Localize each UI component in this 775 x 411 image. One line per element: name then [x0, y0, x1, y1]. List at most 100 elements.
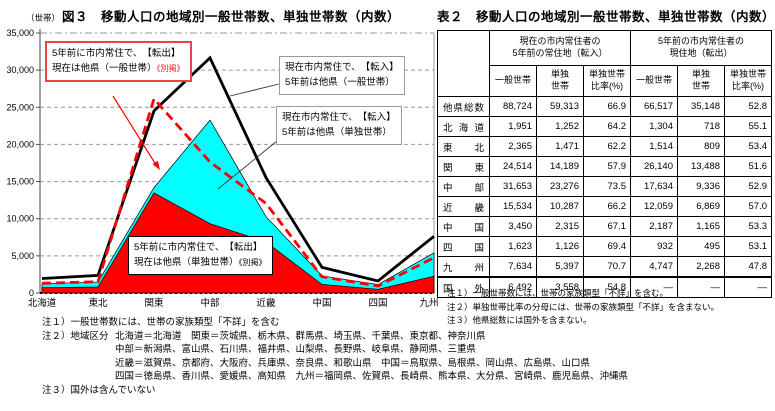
table-column-header: 一般世帯: [630, 65, 678, 97]
table-value-cell: ―: [630, 276, 678, 298]
region-label: 国外: [437, 276, 490, 298]
migration-table: 現在の市内常住者の 5年前の常住地（転入） 5年前の市内常住者の 現住地（転出）一…: [437, 30, 772, 298]
y-axis-tick-label: 30,000: [6, 65, 34, 75]
table-corner-cell: [437, 30, 490, 97]
figure-title: 図３ 移動人口の地域別一般世帯数、単独世帯数（内数）: [62, 10, 401, 24]
table-row: 中国 3,450 2,315 67.1 2,187 1,165 53.3: [437, 216, 772, 237]
figure-note-2-region-line: 四国＝徳島県、香川県、愛媛県、高知県 九州＝福岡県、佐賀県、長崎県、熊本県、大分…: [115, 371, 629, 382]
table-value-cell: 3,450: [489, 216, 537, 237]
y-axis-tick-label: 25,000: [6, 102, 34, 112]
table-value-cell: 69.4: [583, 236, 631, 257]
table-value-cell: 1,514: [630, 136, 678, 157]
leader-movein-general: [229, 83, 280, 97]
series-line-red: [41, 96, 435, 288]
table-row: 中部 31,653 23,276 73.5 17,634 9,336 52.9: [437, 176, 772, 197]
region-label: 関東: [437, 156, 490, 177]
leader-moveout-general: [112, 95, 159, 169]
table-title: 表２ 移動人口の地域別一般世帯数、単独世帯数（内数）: [437, 10, 775, 24]
table-row: 近畿 15,534 10,287 66.2 12,059 6,869 57.0: [437, 196, 772, 217]
y-axis-tick-label: 35,000: [6, 28, 34, 38]
table-value-cell: 809: [677, 136, 725, 157]
figure-note-2-regions: 中部＝新潟県、富山県、石川県、福井県、山梨県、長野県、岐阜県、静岡県、三重県近畿…: [42, 343, 772, 384]
annotation-line: 5年前に市内常住で、 【転出】: [52, 48, 181, 59]
table-row: 東北 2,365 1,471 62.2 1,514 809 53.4: [437, 136, 772, 157]
table-value-cell: 13,488: [677, 156, 725, 177]
x-axis-category-label: 近畿: [256, 297, 276, 309]
table-value-cell: 1,951: [489, 116, 537, 137]
table-row: 関東 24,514 14,189 57.9 26,140 13,488 51.6: [437, 156, 772, 177]
table-value-cell: 53.1: [724, 236, 772, 257]
table-value-cell: 53.4: [724, 136, 772, 157]
table-value-cell: 5,397: [536, 256, 584, 278]
annotation-line: 現在は他県（単独世帯）《別掲》: [134, 257, 267, 269]
table-value-cell: 7,634: [489, 256, 537, 278]
table-value-cell: 15,534: [489, 196, 537, 217]
table-value-cell: 3,558: [536, 276, 584, 298]
table-value-cell: 1,623: [489, 236, 537, 257]
table-value-cell: 64.2: [583, 116, 631, 137]
table-column-header: 単独 世帯: [677, 65, 725, 97]
table-value-cell: 52.8: [724, 96, 772, 117]
table-note-3: 注３）他県総数には国外を含まない。: [447, 315, 592, 325]
region-label: 他県総数: [437, 96, 490, 117]
region-label: 中部: [437, 176, 490, 197]
table-row: 九州 7,634 5,397 70.7 4,747 2,268 47.8: [437, 256, 772, 278]
table-value-cell: 67.1: [583, 216, 631, 237]
annotation-line: 5年前は他県（一般世帯）: [285, 77, 395, 89]
bekkei-note: 《別掲》: [156, 64, 185, 74]
table-value-cell: 52.9: [724, 176, 772, 197]
table-value-cell: 2,187: [630, 216, 678, 237]
table-value-cell: 1,252: [536, 116, 584, 137]
table-value-cell: 53.3: [724, 216, 772, 237]
annotation-line: 現在は他県（一般世帯）《別掲》: [52, 63, 185, 75]
leader-arrowhead: [152, 160, 160, 170]
table-value-cell: 12,059: [630, 196, 678, 217]
annotation-moveout-general: 5年前に市内常住で、 【転出】 現在は他県（一般世帯）《別掲》: [45, 41, 192, 82]
table-value-cell: 57.9: [583, 156, 631, 177]
region-label: 北海道: [437, 116, 490, 137]
annotation-line: 5年前は他県（単独世帯）: [282, 127, 392, 139]
x-axis-category-label: 中部: [200, 297, 219, 309]
table-value-cell: ―: [724, 276, 772, 298]
annotation-line: 5年前に市内常住で、 【転出】: [134, 242, 263, 253]
table-value-cell: 1,126: [536, 236, 584, 257]
table-value-cell: 35,148: [677, 96, 725, 117]
table-panel: 表２ 移動人口の地域別一般世帯数、単独世帯数（内数） 現在の市内常住者の 5年前…: [437, 0, 775, 411]
table-value-cell: 88,724: [489, 96, 537, 117]
x-axis-category-label: 四国: [368, 298, 387, 309]
y-axis-tick-label: 10,000: [6, 214, 34, 224]
table-value-cell: 9,336: [677, 176, 725, 197]
table-value-cell: 70.7: [583, 256, 631, 278]
figure-note-2: 注２）地域区分 北海道＝北海道 関東＝茨城県、栃木県、群馬県、埼玉県、千葉県、東京…: [42, 330, 486, 342]
table-column-header: 単独 世帯: [536, 65, 584, 97]
table-row: 四国 1,623 1,126 69.4 932 495 53.1: [437, 236, 772, 257]
table-value-cell: 62.2: [583, 136, 631, 157]
table-value-cell: 14,189: [536, 156, 584, 177]
table-value-cell: 6,869: [677, 196, 725, 217]
table-value-cell: 51.6: [724, 156, 772, 177]
table-column-header: 一般世帯: [489, 65, 537, 97]
table-value-cell: 26,140: [630, 156, 678, 177]
table-value-cell: 57.0: [724, 196, 772, 217]
table-value-cell: 31,653: [489, 176, 537, 197]
table-notes: 注１）一般世帯数には、世帯の家族類型「不詳」を含む。 注２）単独世帯比率の分母に…: [447, 287, 719, 328]
table-value-cell: 4,747: [630, 256, 678, 278]
table-value-cell: 932: [630, 236, 678, 257]
figure-note-2-region-line: 中部＝新潟県、富山県、石川県、福井県、山梨県、長野県、岐阜県、静岡県、三重県: [115, 344, 477, 355]
region-label: 東北: [437, 136, 490, 157]
table-row: 他県総数 88,724 59,313 66.9 66,517 35,148 52.8: [437, 96, 772, 117]
table-group-header: 5年前の市内常住者の 現住地（転出）: [630, 30, 772, 66]
table-value-cell: 1,165: [677, 216, 725, 237]
annotation-line: 現在市内常住で、 【転入】: [282, 112, 396, 123]
table-value-cell: 73.5: [583, 176, 631, 197]
x-axis-category-label: 東北: [88, 297, 108, 309]
annotation-movein-single: 現在市内常住で、 【転入】 5年前は他県（単独世帯）: [276, 106, 402, 145]
figure-note-2-region-line: 近畿＝滋賀県、京都府、大阪府、兵庫県、奈良県、和歌山県 中国＝鳥取県、島根県、岡…: [115, 357, 591, 369]
table-value-cell: 55.1: [724, 116, 772, 137]
region-label: 中国: [437, 216, 490, 237]
region-label: 近畿: [437, 196, 490, 217]
table-value-cell: 24,514: [489, 156, 537, 177]
table-value-cell: 495: [677, 236, 725, 257]
table-value-cell: 66.2: [583, 196, 631, 217]
